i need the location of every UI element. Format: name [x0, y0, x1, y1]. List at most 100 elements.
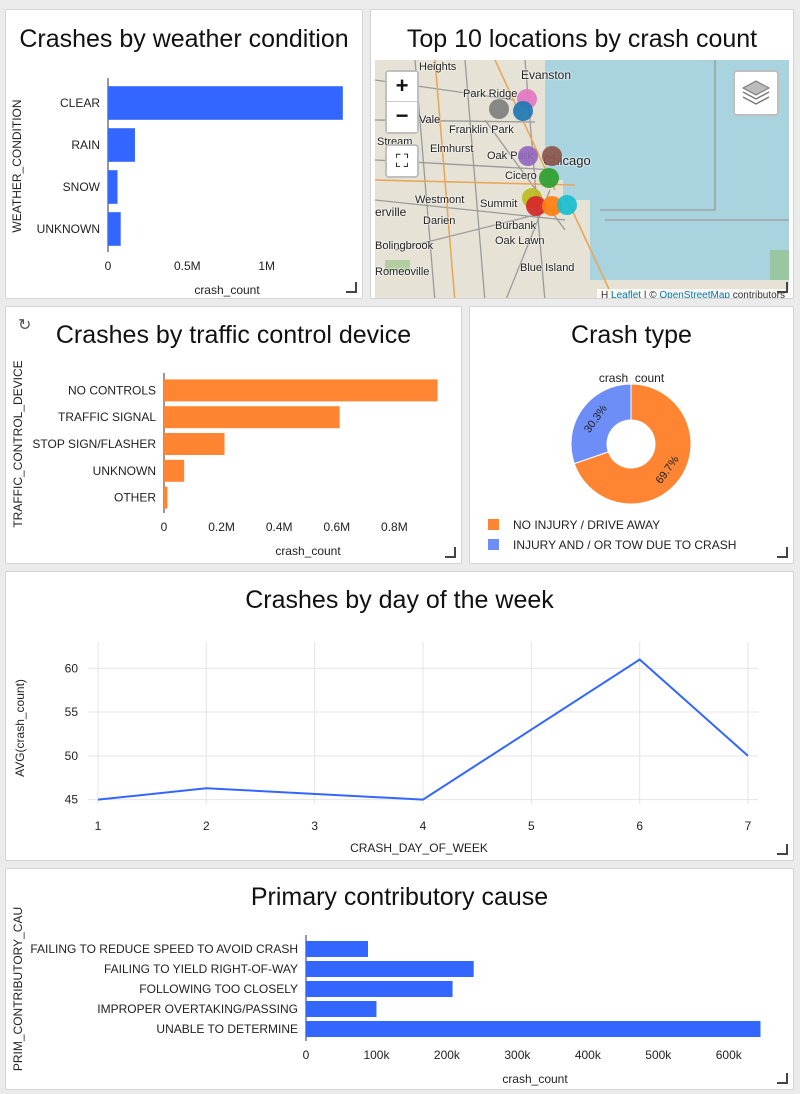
bar [164, 406, 340, 429]
series-line [97, 658, 749, 801]
y-tick-label: RAIN [71, 138, 100, 152]
map-label: erville [375, 205, 407, 219]
x-tick-label: 4 [420, 819, 427, 833]
y-axis-label: TRAFFIC_CONTROL_DEVICE [11, 360, 25, 527]
leaflet-link[interactable]: Leaflet [611, 290, 642, 299]
x-tick-label: 400k [575, 1048, 602, 1062]
y-tick-label: SNOW [63, 180, 101, 194]
legend-label: NO INJURY / DRIVE AWAY [513, 518, 661, 532]
map-card: Top 10 locations by crash count Heights … [370, 9, 794, 299]
map-label: Vale [419, 114, 441, 126]
map-view[interactable]: Heights Evanston Park Ridge Vale Frankli… [375, 60, 789, 299]
weather-card: Crashes by weather condition CLEAR RAIN SN… [5, 9, 363, 299]
map-label: Summit [480, 198, 518, 210]
map-label: Burbank [495, 220, 536, 232]
map-marker[interactable] [526, 196, 546, 216]
y-tick-label: UNKNOWN [37, 222, 100, 236]
x-tick-label: 5 [528, 819, 535, 833]
resize-handle[interactable] [777, 844, 788, 855]
y-tick-label: NO CONTROLS [68, 383, 156, 397]
map-marker[interactable] [539, 168, 559, 188]
resize-handle[interactable] [777, 282, 788, 293]
bar [306, 1021, 761, 1037]
osm-link[interactable]: OpenStreetMap [659, 290, 730, 299]
traffic-card: ↻ Crashes by traffic control device NO C… [5, 306, 462, 564]
map-marker[interactable] [542, 146, 562, 166]
lake-michigan [590, 170, 789, 280]
resize-handle[interactable] [777, 547, 788, 558]
map-label: Romeoville [375, 266, 430, 278]
map-title: Top 10 locations by crash count [406, 25, 758, 53]
x-tick-label: 0.5M [174, 259, 201, 273]
map-marker[interactable] [557, 195, 577, 215]
x-tick-label: 7 [745, 819, 752, 833]
resize-handle[interactable] [346, 282, 357, 293]
y-axis-label: PRIM_CONTRIBUTORY_CAU [11, 907, 25, 1071]
x-tick-label: 500k [645, 1048, 672, 1062]
y-tick-label: 55 [65, 705, 79, 719]
map-marker[interactable] [489, 99, 509, 119]
y-tick-label: IMPROPER OVERTAKING/PASSING [97, 1002, 298, 1016]
y-tick-label: TRAFFIC SIGNAL [58, 410, 156, 424]
x-tick-label: 2 [203, 819, 210, 833]
traffic-chart: NO CONTROLS TRAFFIC SIGNAL STOP SIGN/FLASH… [11, 360, 438, 558]
map-marker[interactable] [513, 101, 533, 121]
fullscreen-button[interactable]: ⛶ [385, 144, 419, 178]
map-label: Cicero [505, 170, 537, 182]
map-label: Bolingbrook [375, 240, 434, 252]
crash-type-chart: 69.7%30.3% [570, 383, 692, 505]
legend-swatch [488, 539, 499, 550]
map-label: Elmhurst [430, 143, 474, 155]
weather-chart: CLEAR RAIN SNOW UNKNOWN 0 0.5M 1M crash_count WE… [10, 78, 343, 297]
x-axis-label: crash_count [194, 283, 260, 297]
y-axis-label: WEATHER_CONDITION [10, 99, 24, 232]
resize-handle[interactable] [445, 547, 456, 558]
fullscreen-icon: ⛶ [395, 151, 409, 171]
y-tick-label: CLEAR [60, 96, 100, 110]
pie-slice [570, 383, 632, 465]
y-tick-label: FAILING TO YIELD RIGHT-OF-WAY [104, 962, 298, 976]
crash-type-card: Crash type crash_count 69.7% 30.3% NO INJ… [469, 306, 794, 564]
cause-chart: FAILING TO REDUCE SPEED TO AVOID CRASH FA… [11, 907, 761, 1086]
x-axis-label: crash_count [275, 544, 341, 558]
zoom-control: + − [385, 70, 419, 134]
y-tick-label: STOP SIGN/FLASHER [32, 437, 156, 451]
day-of-week-title: Crashes by day of the week [245, 586, 554, 614]
x-axis-label: CRASH_DAY_OF_WEEK [350, 841, 488, 855]
y-tick-label: 50 [65, 749, 79, 763]
bar [164, 459, 185, 482]
legend-item[interactable]: NO INJURY / DRIVE AWAY [488, 518, 660, 532]
x-tick-label: 0 [161, 520, 168, 534]
bar [108, 86, 343, 120]
bar [108, 212, 121, 246]
map-label: Park Ridge [463, 88, 518, 100]
layers-button[interactable] [733, 70, 779, 116]
legend-label: INJURY AND / OR TOW DUE TO CRASH [513, 538, 737, 552]
bar [108, 128, 135, 162]
zoom-in-button[interactable]: + [387, 72, 417, 102]
bar [306, 1001, 377, 1017]
refresh-icon[interactable]: ↻ [18, 317, 32, 334]
legend-item[interactable]: INJURY AND / OR TOW DUE TO CRASH [488, 538, 736, 552]
resize-handle[interactable] [777, 1073, 788, 1084]
y-tick-label: OTHER [114, 491, 156, 505]
x-tick-label: 6 [636, 819, 643, 833]
y-tick-label: FOLLOWING TOO CLOSELY [139, 982, 298, 996]
x-axis-label: crash_count [502, 1072, 568, 1086]
pie-slice [573, 383, 692, 505]
zoom-out-button[interactable]: − [387, 102, 417, 132]
attribution-separator: | © [641, 290, 660, 299]
map-label: Westmont [415, 194, 465, 206]
map-label: Heights [419, 61, 457, 73]
attribution-prefix: H [601, 290, 609, 299]
x-tick-label: 0.8M [381, 520, 408, 534]
map-marker[interactable] [518, 146, 538, 166]
day-of-week-chart: 1 2 3 4 5 6 745505560CRASH_DAY_OF_WEEKAVG(cras… [13, 642, 758, 855]
bar [306, 941, 369, 957]
x-tick-label: 1M [258, 259, 275, 273]
weather-chart-title: Crashes by weather condition [19, 25, 349, 53]
map-label: Darien [423, 215, 456, 227]
x-tick-label: 200k [434, 1048, 461, 1062]
map-label: Blue Island [520, 262, 575, 274]
x-tick-label: 3 [311, 819, 318, 833]
